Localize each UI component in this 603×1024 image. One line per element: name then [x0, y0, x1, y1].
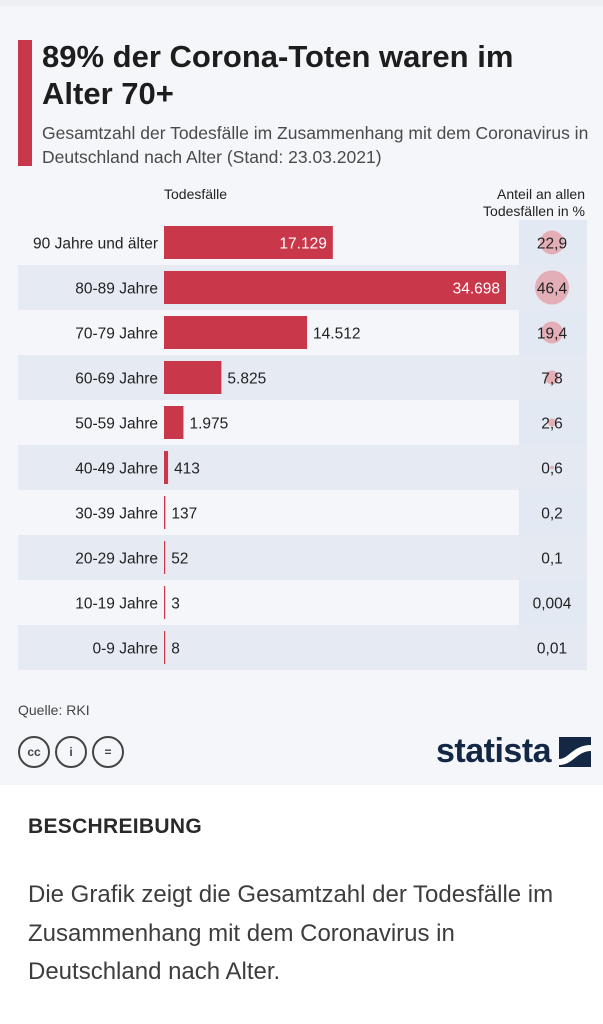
category-label: 50-59 Jahre	[75, 416, 158, 433]
share-cell-background	[519, 490, 587, 535]
value-label: 8	[171, 641, 180, 658]
chart-subtitle: Gesamtzahl der Todesfälle im Zusammenhan…	[42, 123, 589, 167]
category-label: 0-9 Jahre	[93, 641, 158, 658]
share-cell-background	[519, 625, 587, 670]
bar	[164, 361, 222, 394]
value-label: 52	[171, 551, 188, 568]
attribution-icon: i	[55, 736, 87, 768]
bar	[164, 451, 169, 484]
bar	[164, 586, 166, 619]
top-divider	[0, 0, 603, 6]
share-label: 0,004	[533, 596, 572, 613]
share-bubble	[545, 370, 559, 385]
row-background	[18, 445, 587, 490]
description-heading: BESCHREIBUNG	[28, 815, 202, 838]
no-derivatives-icon: =	[92, 736, 124, 768]
share-label: 0,1	[541, 551, 563, 568]
row-background	[18, 535, 587, 580]
row-background	[18, 355, 587, 400]
category-label: 60-69 Jahre	[75, 371, 158, 388]
category-label: 20-29 Jahre	[75, 551, 158, 568]
value-label: 413	[174, 461, 200, 478]
title-accent-bar	[18, 40, 32, 166]
value-label: 5.825	[227, 371, 266, 388]
bar	[164, 226, 333, 259]
license-icons: cc i =	[18, 736, 124, 768]
statista-logo-text: statista	[436, 732, 552, 770]
share-label: 0,2	[541, 506, 563, 523]
share-bubble	[535, 270, 569, 305]
category-label: 10-19 Jahre	[75, 596, 158, 613]
share-bubble	[540, 230, 564, 255]
value-label: 34.698	[453, 281, 500, 298]
share-label: 19,4	[537, 326, 568, 343]
share-label: 0,01	[537, 641, 567, 658]
statista-logo-icon	[559, 736, 592, 767]
description-text: Die Grafik zeigt die Gesamtzahl der Tode…	[28, 881, 554, 985]
share-bubble	[541, 321, 563, 344]
category-label: 70-79 Jahre	[75, 326, 158, 343]
bar	[164, 631, 166, 664]
value-label: 14.512	[313, 326, 360, 343]
value-label: 1.975	[189, 416, 228, 433]
value-label: 3	[171, 596, 180, 613]
bar-chart: 90 Jahre und älter 17.129 22,9 80-89 Jahre 3…	[18, 220, 587, 670]
share-label: 46,4	[537, 281, 568, 298]
value-label: 137	[171, 506, 197, 523]
share-label: 0,6	[541, 461, 563, 478]
value-label: 17.129	[279, 236, 326, 253]
bar	[164, 541, 166, 574]
column-header-deaths: Todesfälle	[164, 186, 228, 202]
row-background	[18, 625, 587, 670]
bar	[164, 406, 184, 439]
source-note: Quelle: RKI	[18, 702, 90, 718]
share-label: 2,6	[541, 416, 563, 433]
category-label: 40-49 Jahre	[75, 461, 158, 478]
share-label: 22,9	[537, 236, 567, 253]
bar	[164, 496, 166, 529]
creative-commons-icon: cc	[18, 736, 50, 768]
chart-card: 89% der Corona-Toten waren im Alter 70+ …	[0, 0, 603, 785]
category-label: 90 Jahre und älter	[33, 236, 158, 253]
share-bubble	[550, 465, 554, 470]
share-cell-background	[519, 580, 587, 625]
chart-title: 89% der Corona-Toten waren im Alter 70+	[42, 39, 514, 111]
bar	[164, 316, 308, 349]
share-cell-background	[519, 535, 587, 580]
category-label: 30-39 Jahre	[75, 506, 158, 523]
statista-logo: statista	[436, 732, 592, 771]
share-bubble	[547, 418, 557, 427]
category-label: 80-89 Jahre	[75, 281, 158, 298]
bar	[164, 271, 506, 304]
share-label: 7,8	[541, 371, 563, 388]
column-header-share: Anteil an allen Todesfällen in %	[483, 186, 585, 219]
